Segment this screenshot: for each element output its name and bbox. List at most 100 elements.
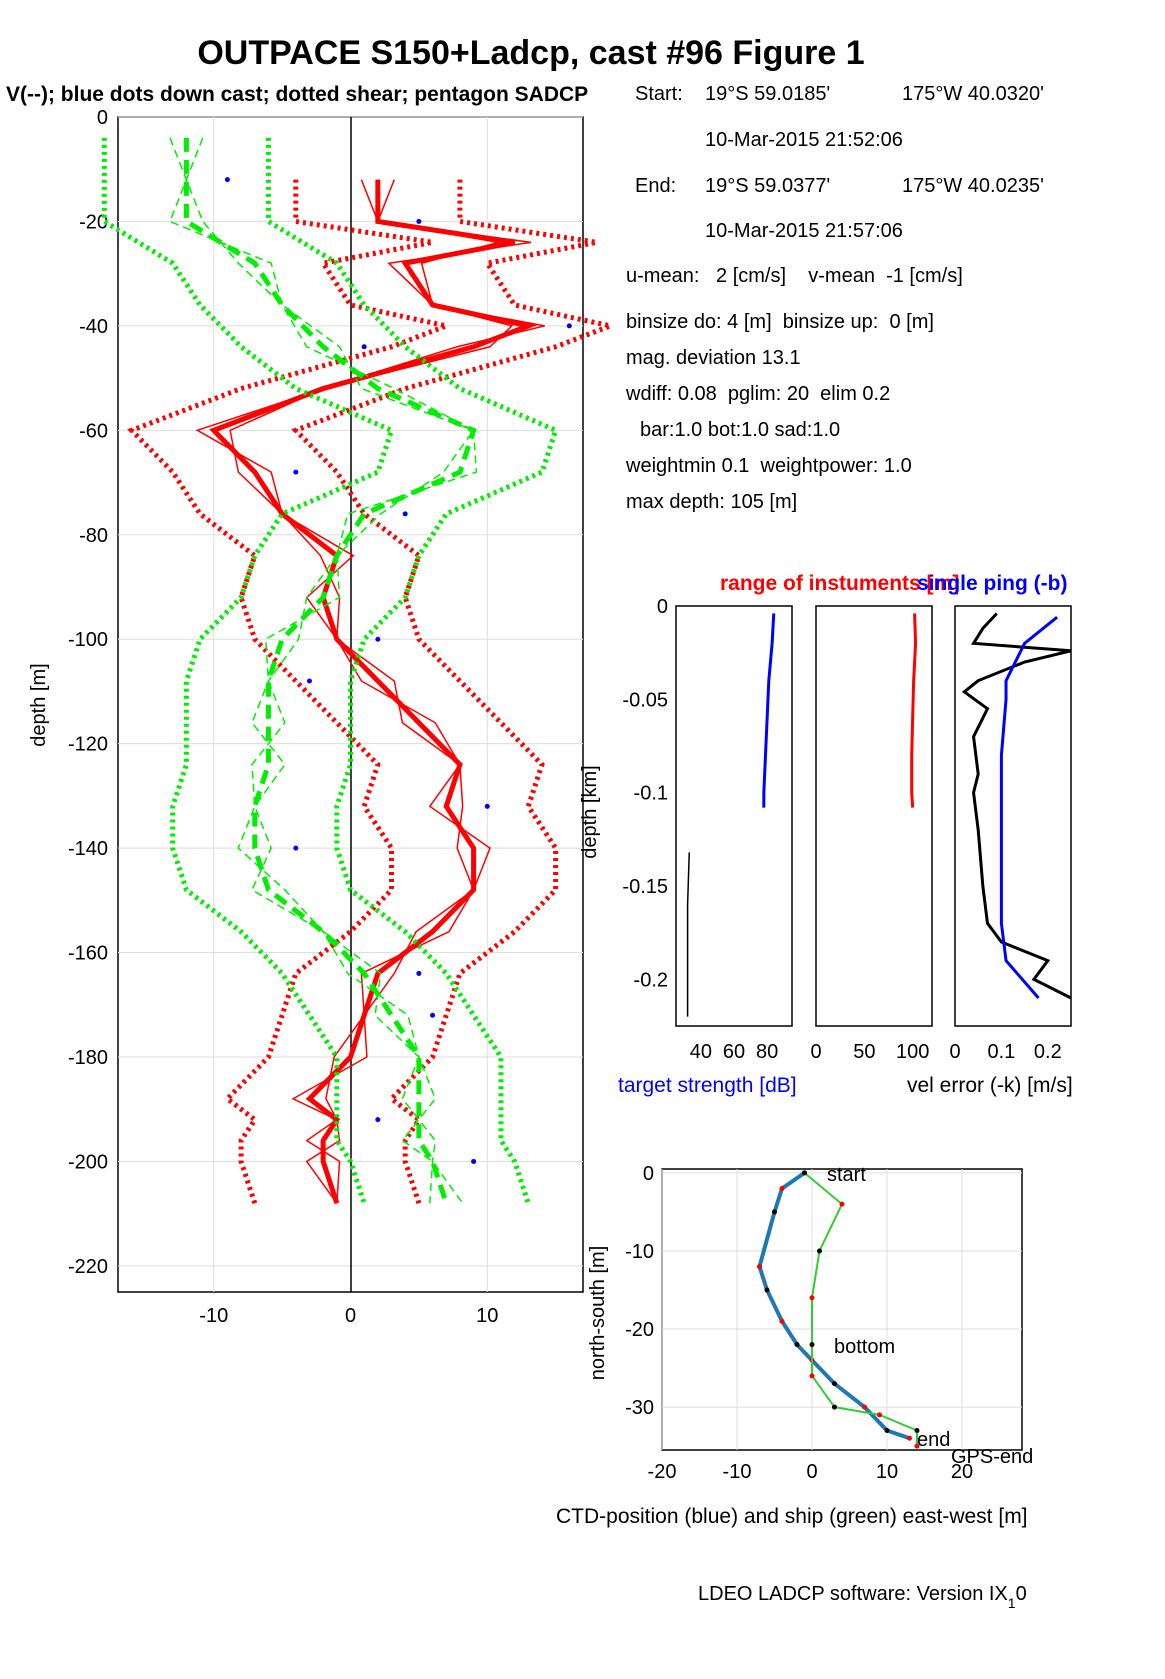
ve-ticks: 0 0.1 0.2	[949, 1041, 1061, 1063]
start-time: 10-Mar-2015 21:52:06	[705, 129, 903, 151]
panel-x-tick: 0	[949, 1041, 960, 1063]
figure-title: OUTPACE S150+Ladcp, cast #96 Figure 1	[197, 34, 864, 72]
y-tick-label: -40	[79, 316, 108, 338]
y-tick-label: -80	[79, 525, 108, 547]
panel-line-vel-error	[961, 612, 1072, 1000]
y-tick-label: -160	[68, 943, 108, 965]
y-tick-label: -140	[68, 838, 108, 860]
main-tick-labels: -10 0 100-20-40-60-80-100-120-140-160-180-…	[68, 107, 498, 1327]
downcast-dot	[402, 511, 408, 517]
track-marker	[907, 1435, 912, 1441]
track-marker	[817, 1248, 822, 1254]
shear-envelope-u	[291, 179, 620, 1204]
start-lon: 175°W 40.0320'	[902, 83, 1044, 105]
track-x-tick: 0	[806, 1461, 817, 1483]
track-y-tick: -30	[625, 1397, 654, 1419]
track-marker	[809, 1342, 815, 1348]
track-marker	[757, 1264, 762, 1270]
ve-x-label: vel error (-k) [m/s]	[907, 1074, 1073, 1097]
x-tick-label: 10	[476, 1305, 498, 1327]
panel-x-tick: 50	[853, 1041, 875, 1063]
y-tick-label: -20	[79, 211, 108, 233]
shear-envelope-u	[127, 179, 455, 1204]
panel-x-tick: 0.1	[987, 1041, 1015, 1063]
panel-title-range: range of instuments [m]	[720, 572, 959, 595]
track-label-bottom: bottom	[834, 1336, 895, 1358]
downcast-dot	[375, 636, 381, 642]
track-y-tick: -20	[625, 1319, 654, 1341]
ve-series	[961, 612, 1072, 1000]
figure-subtitle: V(--); blue dots down cast; dotted shear…	[6, 83, 588, 106]
x-tick-label: -10	[199, 1305, 228, 1327]
max-depth: max depth: 105 [m]	[626, 491, 797, 513]
track-marker	[914, 1443, 920, 1449]
track-line-CTD-position	[757, 1171, 911, 1441]
range-ticks: 0 50 100	[810, 1041, 929, 1063]
main-y-label: depth [m]	[28, 663, 50, 746]
software-version: LDEO LADCP software: Version IX10	[698, 1583, 1027, 1611]
panel-y-tick: -0.15	[622, 876, 668, 898]
panel-title-single-ping: single ping (-b)	[917, 572, 1067, 595]
track-marker	[839, 1201, 845, 1207]
weights: bar:1.0 bot:1.0 sad:1.0	[640, 419, 840, 441]
end-lon: 175°W 40.0235'	[902, 175, 1044, 197]
track-x-tick: -20	[648, 1461, 677, 1483]
cast-info: Start: 19°S 59.0185' 175°W 40.0320' 10-M…	[625, 83, 1044, 513]
track-grid: -20 -10 0 10 20 0 -10 -20 -30	[625, 1163, 1022, 1483]
track-marker	[794, 1342, 800, 1348]
panel-x-tick: 0.2	[1034, 1041, 1062, 1063]
ve-frame	[954, 605, 1072, 1027]
track-label-gps-end: GPS-end	[951, 1446, 1033, 1468]
downcast-dot	[293, 469, 299, 475]
track-marker	[779, 1186, 785, 1192]
target-strength-panel: 40 60 80 0 -0.05 -0.1 -0.15 -0.2 depth [km] tar…	[579, 596, 797, 1097]
shear-envelope-v	[101, 137, 395, 1204]
ts-ticks: 40 60 80 0 -0.05 -0.1 -0.15 -0.2	[622, 596, 778, 1063]
track-y-tick: -10	[625, 1241, 654, 1263]
downcast-dot	[416, 970, 422, 976]
end-lat: 19°S 59.0377'	[705, 175, 830, 197]
track-marker	[764, 1287, 770, 1293]
shear-envelope-v	[265, 137, 559, 1204]
downcast-dot	[471, 1158, 477, 1164]
panel-line-black	[686, 852, 691, 1017]
ts-series	[686, 613, 776, 1017]
range-frame	[815, 605, 933, 1027]
start-lat: 19°S 59.0185'	[705, 83, 830, 105]
panel-x-tick: 0	[810, 1041, 821, 1063]
ts-y-label: depth [km]	[579, 765, 601, 858]
panel-y-tick: -0.2	[634, 969, 668, 991]
software-version-sub: 1	[1008, 1595, 1016, 1611]
y-tick-label: -60	[79, 420, 108, 442]
downcast-dot	[306, 678, 312, 684]
panel-x-tick: 80	[756, 1041, 778, 1063]
track-x-tick: 10	[876, 1461, 898, 1483]
profile-v-thin	[169, 137, 475, 1204]
track-x-tick: 20	[951, 1461, 973, 1483]
track-y-tick: 0	[643, 1163, 654, 1185]
track-marker	[802, 1170, 807, 1176]
track-marker	[862, 1404, 867, 1410]
wdiff: wdiff: 0.08 pglim: 20 elim 0.2	[625, 383, 890, 405]
software-version-main: LDEO LADCP software: Version IX	[698, 1583, 1008, 1605]
y-tick-label: -220	[68, 1256, 108, 1278]
panel-x-tick: 100	[896, 1041, 929, 1063]
weightmin: weightmin 0.1 weightpower: 1.0	[625, 455, 912, 477]
profile-u	[209, 179, 538, 1204]
downcast-dot	[566, 323, 572, 329]
track-marker	[809, 1295, 815, 1301]
track-x-label: CTD-position (blue) and ship (green) eas…	[556, 1505, 1028, 1528]
binsize: binsize do: 4 [m] binsize up: 0 [m]	[626, 311, 934, 333]
vel-error-panel: 0 0.1 0.2 vel error (-k) [m/s]	[907, 605, 1073, 1097]
track-marker	[779, 1318, 785, 1324]
track-marker	[772, 1209, 777, 1215]
panel-x-tick: 60	[723, 1041, 745, 1063]
downcast-dot	[224, 177, 230, 183]
mean-velocity: u-mean: 2 [cm/s] v-mean -1 [cm/s]	[626, 265, 963, 287]
track-panel: -20 -10 0 10 20 0 -10 -20 -30 start bottom end G…	[556, 1163, 1033, 1528]
panel-line-single-ping	[999, 616, 1059, 999]
profile-v-thin	[169, 137, 478, 1204]
profile-v	[183, 137, 477, 1204]
ts-x-label: target strength [dB]	[618, 1074, 797, 1097]
y-tick-label: -180	[68, 1047, 108, 1069]
